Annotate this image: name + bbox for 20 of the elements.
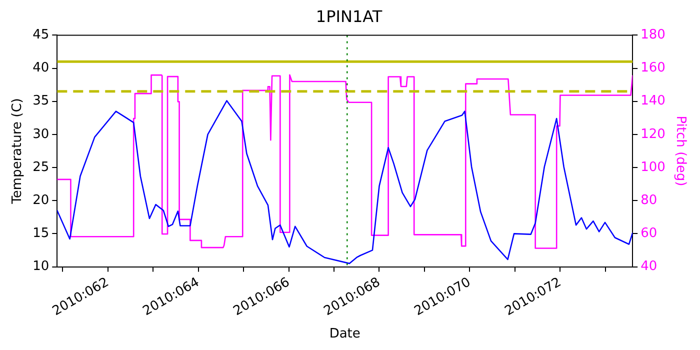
y-tick-label: 30 [32, 126, 50, 142]
y-axis-title: Temperature (C) [10, 98, 26, 205]
y-tick-label: 35 [32, 94, 50, 109]
y2-axis-title: Pitch (deg) [672, 116, 688, 186]
x-axis-title: Date [329, 326, 360, 342]
y-tick-label: 40 [32, 60, 50, 76]
y-tick-label: 25 [32, 160, 50, 175]
y2-tick-label: 40 [640, 259, 658, 274]
chart-title: 1PIN1AT [316, 6, 382, 26]
y2-tick-label: 160 [640, 60, 666, 76]
y2-tick-label: 80 [640, 192, 658, 208]
y2-tick-label: 180 [640, 28, 666, 43]
y-tick-label: 45 [32, 28, 50, 43]
y2-tick-label: 120 [640, 126, 666, 142]
y-tick-label: 15 [32, 226, 50, 242]
y2-tick-label: 140 [640, 94, 666, 109]
y2-tick-label: 60 [640, 226, 658, 242]
y-tick-label: 10 [32, 259, 50, 274]
y2-tick-label: 100 [640, 160, 666, 175]
y-tick-label: 20 [32, 192, 50, 208]
